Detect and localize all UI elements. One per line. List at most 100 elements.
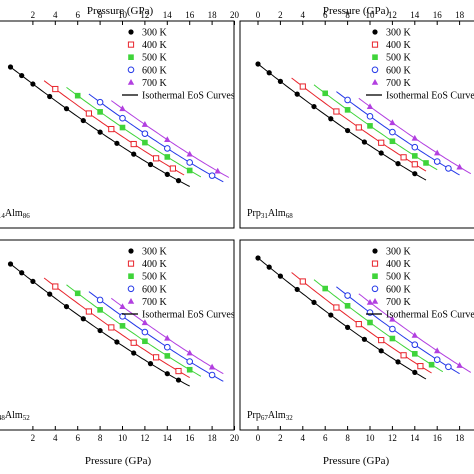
top-left-sample-label: Prp14Alm86 bbox=[0, 208, 30, 220]
bottom-left-tick-label: 14 bbox=[163, 433, 173, 443]
bottom-left-point-300k bbox=[114, 339, 119, 344]
bottom-right-point-300k bbox=[395, 359, 400, 364]
bottom-right-point-300k bbox=[267, 265, 272, 270]
top-left-point-600k bbox=[142, 131, 148, 137]
bottom-left-point-300k bbox=[19, 270, 24, 275]
top-right-point-600k bbox=[412, 144, 418, 150]
bottom-left-legend-marker-400k bbox=[128, 261, 133, 266]
bottom-left-point-600k bbox=[209, 372, 215, 378]
top-right-point-500k bbox=[412, 153, 418, 159]
top-right-legend-marker-600k bbox=[372, 67, 378, 73]
top-left-frame bbox=[0, 21, 234, 228]
top-left-point-300k bbox=[98, 130, 103, 135]
bottom-right-legend-label: 500 K bbox=[386, 272, 412, 283]
top-right-tick-label: 2 bbox=[278, 10, 283, 20]
top-left-point-300k bbox=[176, 178, 181, 183]
top-right-axis-title: Pressure (GPa) bbox=[323, 5, 390, 17]
top-right-point-300k bbox=[267, 70, 272, 75]
top-right-point-300k bbox=[328, 116, 333, 121]
top-right-point-300k bbox=[362, 139, 367, 144]
top-right-point-500k bbox=[390, 138, 396, 144]
top-left-legend-marker-600k bbox=[128, 67, 134, 73]
bottom-left-point-600k bbox=[142, 329, 148, 335]
bottom-left-curve-400k bbox=[44, 278, 190, 378]
bottom-right-legend-label: 700 K bbox=[386, 297, 412, 308]
top-right-point-700k bbox=[367, 103, 373, 109]
bottom-right-legend-marker-600k bbox=[372, 286, 378, 292]
bottom-right-legend-label: 300 K bbox=[386, 247, 412, 258]
bottom-right-point-400k bbox=[379, 337, 384, 342]
top-left-tick-label: 10 bbox=[118, 10, 128, 20]
top-right-point-500k bbox=[367, 123, 373, 129]
bottom-left-tick-label: 10 bbox=[118, 433, 128, 443]
bottom-right-point-500k bbox=[429, 362, 435, 368]
top-right-point-400k bbox=[379, 140, 384, 145]
bottom-left-point-400k bbox=[176, 368, 181, 373]
bottom-left-point-500k bbox=[97, 307, 103, 313]
bottom-right-tick-label: 2 bbox=[278, 433, 283, 443]
top-left-point-400k bbox=[86, 111, 91, 116]
top-left-point-500k bbox=[187, 168, 193, 174]
bottom-left-legend-label: 300 K bbox=[142, 247, 168, 258]
top-left-legend: 300 K400 K500 K600 K700 KIsothermal EoS … bbox=[122, 28, 235, 102]
bottom-right-point-600k bbox=[345, 293, 351, 299]
bottom-right-tick-label: 16 bbox=[433, 433, 443, 443]
top-left-tick-label: 20 bbox=[230, 10, 240, 20]
bottom-right-point-300k bbox=[362, 337, 367, 342]
bottom-right-point-300k bbox=[295, 287, 300, 292]
top-left-tick-label: 6 bbox=[75, 10, 80, 20]
top-left-point-300k bbox=[19, 73, 24, 78]
top-left-legend-marker-300k bbox=[128, 29, 133, 34]
top-left-point-600k bbox=[120, 115, 126, 121]
top-right-legend-marker-300k bbox=[372, 29, 377, 34]
top-left-legend-marker-700k bbox=[128, 79, 134, 85]
top-left-point-300k bbox=[165, 172, 170, 177]
top-right-legend-label: 400 K bbox=[386, 40, 412, 51]
bottom-right-sample-label-part: Prp bbox=[247, 410, 261, 421]
bottom-right-tick-label: 18 bbox=[455, 433, 465, 443]
bottom-left-point-400k bbox=[154, 355, 159, 360]
bottom-left-tick-label: 18 bbox=[208, 433, 218, 443]
bottom-left-tick-label: 8 bbox=[98, 433, 103, 443]
bottom-left-legend-label: 500 K bbox=[142, 272, 168, 283]
top-left-point-600k bbox=[187, 160, 193, 166]
top-right-point-600k bbox=[345, 97, 351, 103]
top-left-point-300k bbox=[81, 118, 86, 123]
bottom-right-sample-label-part: 32 bbox=[286, 414, 294, 422]
bottom-right-legend-marker-400k bbox=[372, 261, 377, 266]
bottom-left-legend-label: 400 K bbox=[142, 259, 168, 270]
bottom-right-legend-label: Isothermal EoS Curves bbox=[386, 310, 474, 321]
bottom-right-point-700k bbox=[367, 299, 373, 305]
top-right-point-600k bbox=[390, 129, 396, 135]
top-left-point-700k bbox=[215, 168, 221, 174]
bottom-left-point-300k bbox=[165, 371, 170, 376]
top-right-tick-label: 0 bbox=[256, 10, 261, 20]
top-right-tick-label: 4 bbox=[301, 10, 306, 20]
top-right-legend-label: 700 K bbox=[386, 78, 412, 89]
top-right-point-400k bbox=[300, 84, 305, 89]
top-right-point-700k bbox=[389, 119, 395, 125]
top-left-point-700k bbox=[164, 136, 170, 142]
top-left-point-300k bbox=[148, 162, 153, 167]
top-right-tick-label: 12 bbox=[388, 10, 397, 20]
bottom-right-point-600k bbox=[390, 326, 396, 332]
bottom-right-point-300k bbox=[412, 370, 417, 375]
bottom-left-point-600k bbox=[165, 344, 171, 350]
bottom-left-point-500k bbox=[142, 338, 148, 344]
top-left-point-500k bbox=[142, 140, 148, 146]
bottom-left-point-400k bbox=[53, 284, 58, 289]
bottom-left-legend-marker-700k bbox=[128, 298, 134, 304]
top-right-tick-label: 16 bbox=[433, 10, 443, 20]
top-right-point-300k bbox=[311, 104, 316, 109]
top-left-point-700k bbox=[187, 151, 193, 157]
top-right-sample-label-part: Alm bbox=[268, 208, 286, 219]
top-right-legend-marker-500k bbox=[372, 54, 378, 60]
bottom-right-tick-label: 4 bbox=[301, 433, 306, 443]
bottom-right-point-400k bbox=[401, 353, 406, 358]
bottom-left-sample-label-part: 52 bbox=[23, 414, 31, 422]
top-right-point-500k bbox=[423, 160, 429, 166]
bottom-left-point-400k bbox=[131, 340, 136, 345]
bottom-right-point-300k bbox=[379, 348, 384, 353]
bottom-left-tick-label: 16 bbox=[185, 433, 195, 443]
top-left-point-300k bbox=[64, 106, 69, 111]
